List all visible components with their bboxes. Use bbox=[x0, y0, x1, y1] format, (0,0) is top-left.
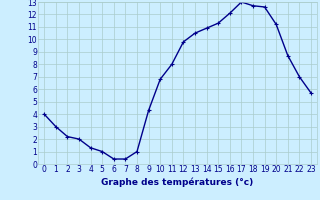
X-axis label: Graphe des températures (°c): Graphe des températures (°c) bbox=[101, 177, 254, 187]
